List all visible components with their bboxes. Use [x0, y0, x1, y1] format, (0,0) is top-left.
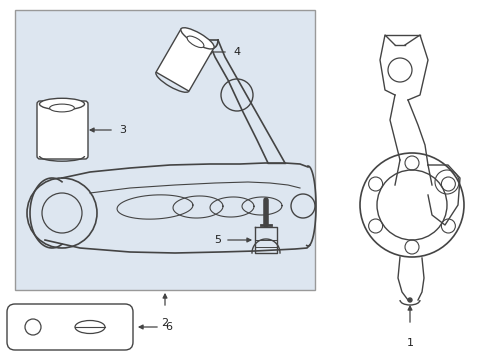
- Text: 6: 6: [165, 322, 172, 332]
- Bar: [156, 29, 214, 91]
- Text: 1: 1: [407, 338, 414, 348]
- Ellipse shape: [49, 104, 74, 112]
- Ellipse shape: [187, 36, 204, 48]
- Text: 5: 5: [214, 235, 221, 245]
- Circle shape: [408, 298, 412, 302]
- Text: 2: 2: [161, 318, 169, 328]
- FancyBboxPatch shape: [37, 101, 88, 159]
- Ellipse shape: [75, 320, 105, 333]
- Text: 3: 3: [119, 125, 126, 135]
- Ellipse shape: [181, 28, 214, 49]
- Ellipse shape: [40, 98, 84, 110]
- Text: 4: 4: [233, 47, 240, 57]
- FancyBboxPatch shape: [7, 304, 133, 350]
- Bar: [15, 10, 315, 290]
